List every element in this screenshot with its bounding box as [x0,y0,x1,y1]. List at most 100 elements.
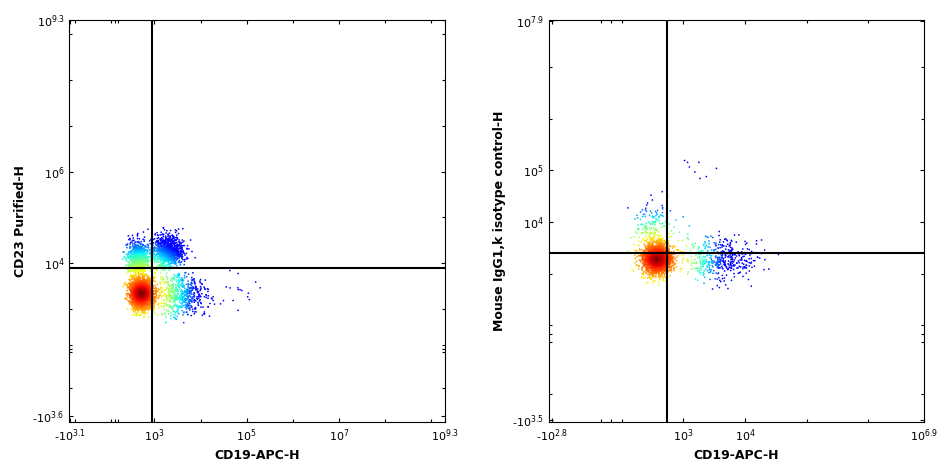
Point [157,256,172,263]
Point [130,290,146,298]
Point [136,287,151,295]
Point [131,286,147,293]
Point [150,232,166,239]
Point [710,254,725,261]
Point [643,234,658,242]
Point [168,311,183,319]
Point [130,258,146,266]
Point [134,303,149,310]
Point [645,219,661,227]
Point [132,298,148,306]
Point [133,290,149,298]
Point [129,275,145,282]
Point [647,260,663,268]
Point [739,257,754,265]
Point [130,303,146,311]
Point [710,263,725,271]
Point [131,261,147,269]
Point [649,266,664,273]
Point [646,249,662,257]
Point [131,292,147,300]
Point [656,253,671,261]
Point [645,229,661,237]
Point [128,306,143,314]
Point [644,224,659,232]
Point [133,293,149,300]
Point [159,242,174,250]
Point [132,252,148,259]
Point [137,254,152,261]
Point [129,262,144,270]
Point [171,238,187,246]
Point [143,279,158,287]
Point [145,240,160,248]
Point [641,257,656,265]
Point [746,262,762,270]
Point [132,285,148,293]
Point [704,262,720,270]
Point [136,285,151,293]
Point [137,286,152,293]
Point [725,262,741,270]
Point [754,236,769,244]
Point [136,245,151,252]
Point [650,246,665,253]
Point [648,259,664,267]
Point [131,258,147,265]
Point [640,258,655,266]
Point [692,248,707,256]
Point [138,250,153,258]
Point [125,280,140,288]
Point [647,253,663,261]
Point [125,258,140,266]
Point [128,245,143,253]
Point [660,256,675,263]
Point [647,254,663,261]
Point [166,252,181,260]
Point [125,246,140,254]
Point [142,253,157,261]
Point [142,291,157,298]
Point [125,298,140,306]
Point [133,288,149,296]
Point [642,238,657,246]
Point [650,254,665,261]
Point [128,289,143,297]
Point [644,260,659,268]
Point [129,293,145,301]
Point [133,282,149,290]
Point [163,243,178,250]
Point [653,245,668,253]
Point [139,286,154,294]
Point [162,236,177,243]
Point [138,288,153,296]
Point [157,238,172,246]
Point [145,296,160,304]
Point [136,291,151,298]
Point [136,289,151,297]
Point [654,255,669,263]
Point [131,285,147,293]
Point [696,279,711,287]
Point [649,231,664,239]
Point [676,251,691,259]
Point [135,285,150,293]
Point [147,244,162,251]
Point [649,268,664,276]
Point [136,260,151,268]
Point [139,299,154,307]
Point [131,286,147,294]
Point [206,293,221,300]
Point [647,229,663,237]
Point [201,286,216,293]
Point [156,260,171,268]
Point [158,249,173,257]
Point [643,257,658,264]
Point [204,294,219,302]
Point [135,295,150,302]
Point [158,246,173,253]
Point [130,288,146,296]
Point [638,261,653,268]
Point [133,256,149,264]
Point [135,294,150,301]
